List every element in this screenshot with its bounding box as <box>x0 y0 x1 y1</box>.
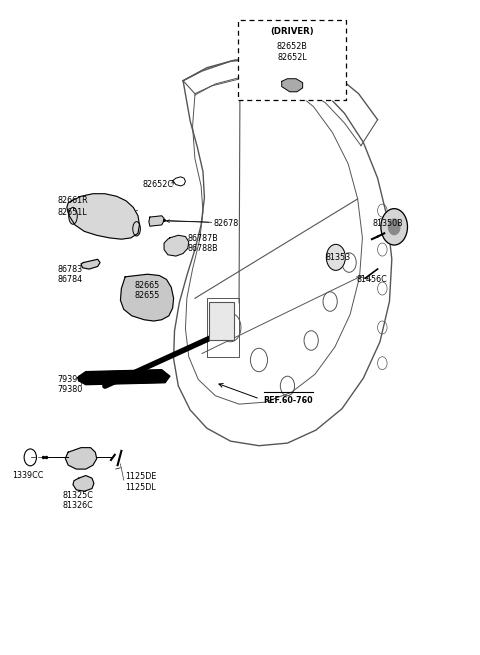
Text: 86788B: 86788B <box>188 244 218 253</box>
Text: 82661R: 82661R <box>57 196 88 206</box>
Text: 82652B: 82652B <box>277 42 308 50</box>
Circle shape <box>326 244 345 271</box>
Polygon shape <box>164 235 189 256</box>
Ellipse shape <box>69 208 77 224</box>
Text: 81353: 81353 <box>325 253 350 262</box>
Text: 82651L: 82651L <box>57 208 87 217</box>
Text: 81325C: 81325C <box>62 491 93 500</box>
Text: 82652C: 82652C <box>143 180 174 189</box>
Polygon shape <box>67 194 139 239</box>
Text: 82665: 82665 <box>135 281 160 290</box>
FancyBboxPatch shape <box>209 301 234 341</box>
Circle shape <box>388 219 400 234</box>
Text: 79390: 79390 <box>57 375 83 384</box>
Polygon shape <box>73 476 94 491</box>
Text: 1125DE: 1125DE <box>125 472 156 481</box>
Text: 81350B: 81350B <box>373 219 404 228</box>
FancyBboxPatch shape <box>238 20 346 100</box>
Polygon shape <box>78 369 170 384</box>
Text: 86787B: 86787B <box>188 234 218 243</box>
Polygon shape <box>282 79 302 92</box>
Text: 1339CC: 1339CC <box>12 471 44 480</box>
Circle shape <box>381 209 408 245</box>
Text: 81326C: 81326C <box>62 501 93 510</box>
Text: 1125DL: 1125DL <box>125 483 156 492</box>
Text: 82678: 82678 <box>214 219 239 228</box>
Ellipse shape <box>133 221 140 236</box>
Text: 82652L: 82652L <box>277 54 307 62</box>
Text: 82655: 82655 <box>135 291 160 300</box>
Text: 86783: 86783 <box>57 265 83 274</box>
Polygon shape <box>149 215 164 226</box>
Polygon shape <box>81 259 100 269</box>
Text: 81456C: 81456C <box>356 275 387 284</box>
Text: REF.60-760: REF.60-760 <box>263 396 312 405</box>
Text: (DRIVER): (DRIVER) <box>270 28 314 37</box>
Polygon shape <box>120 274 174 321</box>
Text: 79380: 79380 <box>57 385 83 394</box>
Polygon shape <box>65 447 96 469</box>
Text: 86784: 86784 <box>57 275 83 284</box>
